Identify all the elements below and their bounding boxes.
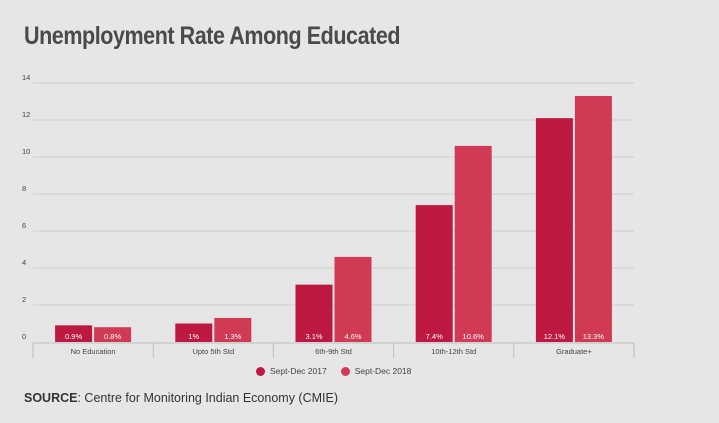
legend-item-2017: Sept-Dec 2017 (256, 366, 327, 376)
bar (535, 118, 573, 343)
bar (334, 256, 372, 342)
source-note: SOURCE: Centre for Monitoring Indian Eco… (24, 391, 338, 405)
bar-data-label: 1.3% (224, 332, 241, 341)
legend-label-2017: Sept-Dec 2017 (270, 366, 327, 376)
legend-swatch-2017 (256, 366, 265, 376)
bar-data-label: 0.8% (104, 332, 121, 341)
bar (454, 145, 492, 342)
legend-label-2018: Sept-Dec 2018 (354, 366, 412, 376)
bar (214, 317, 252, 342)
y-tick-label: 6 (22, 221, 26, 230)
y-tick-label: 8 (22, 184, 26, 193)
y-tick-label: 2 (22, 295, 26, 304)
bar-data-label: 12.1% (544, 332, 566, 341)
y-tick-label: 0 (22, 332, 26, 341)
y-tick-label: 12 (22, 110, 30, 119)
x-tick-label: 10th-12th Std (431, 347, 476, 356)
legend-item-2018: Sept-Dec 2018 (340, 366, 412, 376)
bar-data-label: 4.6% (344, 332, 361, 341)
bar (574, 95, 612, 342)
legend-swatch-2018 (340, 366, 350, 376)
y-tick-label: 4 (22, 258, 26, 267)
x-tick-label: Upto 5th Std (192, 347, 234, 356)
bar-data-label: 3.1% (305, 332, 322, 341)
bar (55, 325, 93, 342)
x-tick-label: 6th-9th Std (315, 347, 352, 356)
bar-data-label: 7.4% (426, 332, 443, 341)
bar (415, 205, 453, 342)
y-tick-label: 10 (22, 147, 30, 156)
bar-data-label: 0.9% (65, 332, 82, 341)
x-tick-label: No Education (71, 347, 116, 356)
bar-data-label: 10.6% (463, 332, 485, 341)
bar (175, 323, 213, 342)
page-title: Unemployment Rate Among Educated (24, 22, 401, 50)
bar-data-label: 13.3% (583, 332, 605, 341)
bar (295, 284, 333, 342)
y-tick-label: 14 (22, 73, 30, 82)
source-text: : Centre for Monitoring Indian Economy (… (77, 391, 339, 405)
bar-data-label: 1% (188, 332, 199, 341)
x-tick-label: Graduate+ (556, 347, 592, 356)
source-label: SOURCE (24, 391, 78, 405)
chart-legend: Sept-Dec 2017 Sept-Dec 2018 (256, 366, 411, 376)
bar (94, 327, 132, 342)
